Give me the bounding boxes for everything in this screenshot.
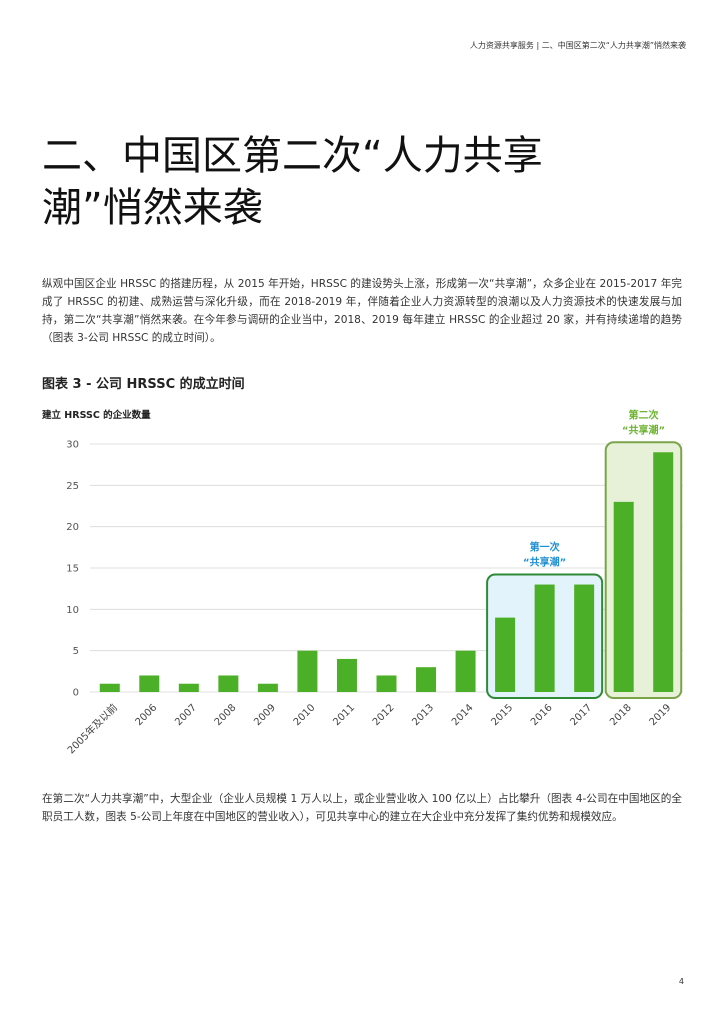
annotation-label: 第二次 [628,408,658,421]
bar [416,667,437,692]
x-tick-label: 2006 [134,702,160,728]
section-title: 二、中国区第二次“人力共享 潮”悄然来袭 [42,130,682,234]
bar [613,501,634,692]
x-tick-label: 2019 [648,702,674,728]
x-tick-label: 2018 [608,702,634,728]
annotation-label: “共享潮” [523,556,566,569]
y-tick-label: 15 [66,564,79,575]
section-title-line2: 潮”悄然来袭 [42,185,263,231]
y-tick-label: 5 [73,646,79,657]
bar [297,650,318,692]
y-tick-label: 25 [66,481,79,492]
x-tick-label: 2007 [173,702,199,728]
y-axis-label: 建立 HRSSC 的企业数量 [42,410,151,421]
y-tick-label: 30 [66,440,79,451]
annotation-label: “共享潮” [622,423,665,436]
page-number: 4 [678,977,684,986]
intro-paragraph: 纵观中国区企业 HRSSC 的搭建历程，从 2015 年开始，HRSSC 的建设… [42,278,682,344]
x-tick-label: 2011 [331,702,357,728]
bar [376,675,397,692]
bar [99,683,120,692]
bar [257,683,278,692]
x-tick-label: 2010 [292,702,318,728]
bar [139,675,160,692]
section-title-line1: 二、中国区第二次“人力共享 [42,133,543,179]
x-tick-label: 2009 [252,702,278,728]
bar [495,617,516,692]
annotation-label: 第一次 [530,541,560,554]
y-tick-label: 0 [73,688,79,699]
bar [336,658,357,692]
x-tick-label: 2015 [489,702,515,728]
bar [218,675,239,692]
closing-paragraph: 在第二次“人力共享潮”中，大型企业（企业人员规模 1 万人以上，或企业营业收入 … [42,793,682,823]
bar-chart: 0 5 10 15 20 25 30 第一次 “共享潮” 第二次 “共享潮” 2005年及以前 2006… [64,408,683,756]
y-tick-label: 10 [66,605,79,616]
bar [178,683,199,692]
x-tick-label: 2012 [371,702,397,728]
y-tick-label: 20 [66,522,79,533]
x-tick-label: 2008 [213,702,239,728]
x-tick-label: 2014 [450,702,476,728]
bar [574,584,595,692]
bar [455,650,476,692]
x-tick-label: 2005年及以前 [64,701,119,756]
x-tick-label: 2016 [529,702,555,728]
figure-title: 图表 3 - 公司 HRSSC 的成立时间 [42,377,245,392]
running-header: 人力资源共享服务 | 二、中国区第二次“人力共享潮”悄然来袭 [469,41,686,50]
bar [653,452,674,692]
x-tick-label: 2013 [410,702,436,728]
x-tick-label: 2017 [569,702,595,728]
bar [534,584,555,692]
